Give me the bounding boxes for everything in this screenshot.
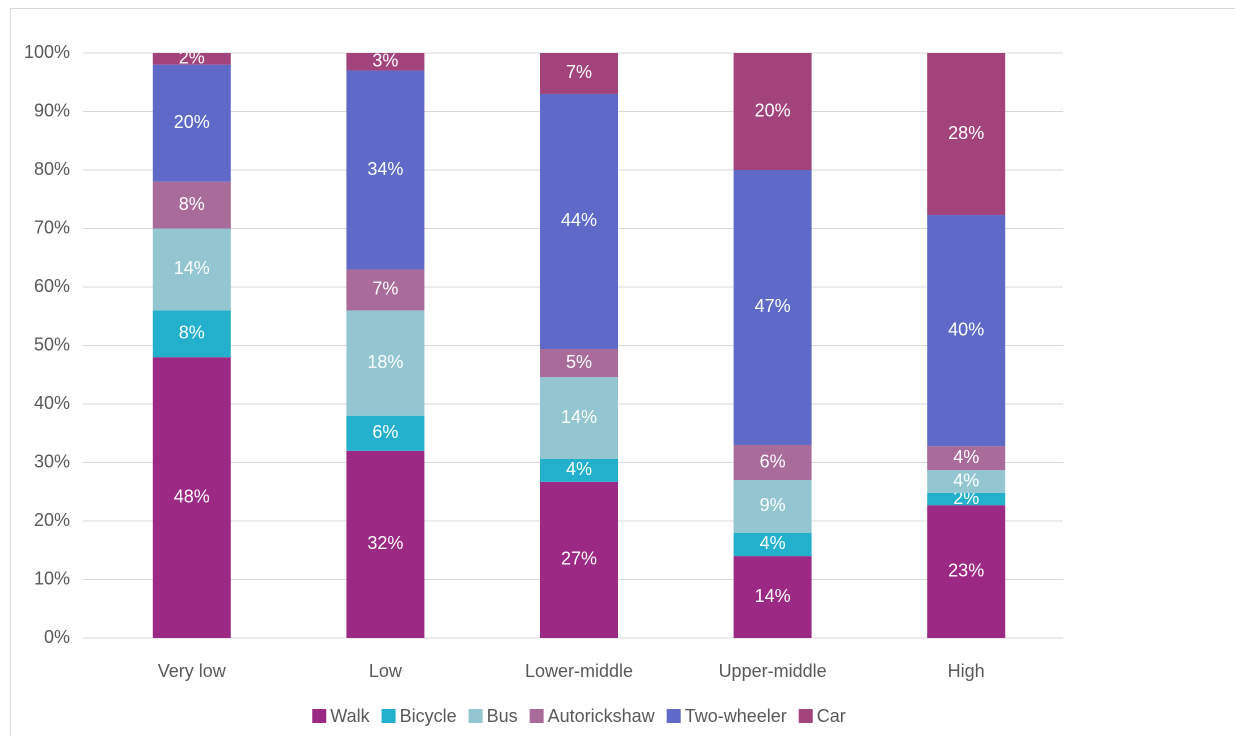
data-label: 18% <box>367 352 403 372</box>
legend-swatch <box>666 709 681 723</box>
data-label: 40% <box>948 319 984 339</box>
bar-segment <box>540 481 618 638</box>
bar-segment <box>733 170 812 445</box>
y-tick-label: 20% <box>34 510 70 530</box>
bar-segment <box>540 93 618 350</box>
bar-segment <box>346 450 425 638</box>
bar-segment <box>927 470 1006 493</box>
data-label: 7% <box>372 279 398 299</box>
y-tick-label: 80% <box>34 159 70 179</box>
y-tick-label: 40% <box>34 393 70 413</box>
legend-swatch <box>529 709 544 723</box>
data-label: 23% <box>948 560 984 580</box>
bar-segment <box>346 310 425 416</box>
data-label: 9% <box>760 495 786 515</box>
data-label: 44% <box>561 210 597 230</box>
legend-swatch <box>312 709 327 723</box>
bar-segment <box>927 492 1006 506</box>
bar-segment <box>927 505 1006 638</box>
bar-segment <box>152 310 231 358</box>
bar-segment <box>152 357 231 638</box>
data-label: 6% <box>372 422 398 442</box>
bar-segment <box>346 415 425 451</box>
data-label: 3% <box>372 51 398 71</box>
legend-label: Bicycle <box>400 706 457 726</box>
bar-segment <box>927 446 1006 471</box>
legend-swatch <box>468 709 483 723</box>
legend-label: Walk <box>330 706 370 726</box>
data-label: 6% <box>760 451 786 471</box>
data-label: 4% <box>953 470 979 490</box>
bar-segment <box>152 181 231 229</box>
bar-segment <box>927 215 1006 447</box>
x-tick-label: High <box>948 661 985 681</box>
bar-segment <box>733 556 812 638</box>
legend-swatch <box>798 709 813 723</box>
bars: 48% 8% 14% 8% 20% 2% 32% 6% 18% 7% 34% 3% 27% 4% 14% 5%… <box>152 48 1006 638</box>
legend-label: Autorickshaw <box>548 706 656 726</box>
bar-segment <box>540 377 618 459</box>
bar-segment <box>152 53 231 65</box>
data-label: 47% <box>755 296 791 316</box>
legend-label: Bus <box>487 706 518 726</box>
y-tick-label: 60% <box>34 276 70 296</box>
data-label: 20% <box>755 100 791 120</box>
data-label: 34% <box>367 159 403 179</box>
data-label: 27% <box>561 549 597 569</box>
legend-label: Car <box>817 706 846 726</box>
data-label: 8% <box>179 194 205 214</box>
data-label: 14% <box>174 258 210 278</box>
y-tick-label: 30% <box>34 451 70 471</box>
x-tick-label: Low <box>369 661 403 681</box>
x-tick-label: Lower-middle <box>525 661 633 681</box>
data-label: 2% <box>179 48 205 68</box>
bar-segment <box>346 269 425 311</box>
y-tick-label: 70% <box>34 217 70 237</box>
legend-label: Two-wheeler <box>685 706 787 726</box>
bar-segment <box>733 532 812 557</box>
data-label: 7% <box>566 62 592 82</box>
data-label: 14% <box>561 407 597 427</box>
data-label: 48% <box>174 486 210 506</box>
x-tick-label: Upper-middle <box>719 661 827 681</box>
bar-segment <box>152 64 231 182</box>
bar-segment <box>733 480 812 533</box>
bar-segment <box>346 53 425 71</box>
y-tick-label: 100% <box>24 42 70 62</box>
y-tick-label: 90% <box>34 100 70 120</box>
y-tick-label: 50% <box>34 334 70 354</box>
x-tick-label: Very low <box>158 661 227 681</box>
data-label: 4% <box>760 533 786 553</box>
bar-segment <box>540 349 618 378</box>
y-tick-label: 0% <box>44 627 70 647</box>
data-label: 28% <box>948 123 984 143</box>
bar-segment <box>540 458 618 482</box>
data-label: 4% <box>566 459 592 479</box>
data-label: 14% <box>755 586 791 606</box>
data-label: 5% <box>566 352 592 372</box>
bar-segment <box>540 53 618 94</box>
y-tick-label: 10% <box>34 568 70 588</box>
data-label: 4% <box>953 447 979 467</box>
data-label: 32% <box>367 533 403 553</box>
legend-swatch <box>381 709 396 723</box>
legend: Walk Bicycle Bus Autorickshaw Two-wheeler Car <box>312 706 846 726</box>
data-label: 8% <box>179 323 205 343</box>
bar-segment <box>733 444 812 481</box>
bar-segment <box>152 228 231 311</box>
bar-segment <box>927 53 1006 216</box>
bar-segment <box>733 53 812 170</box>
bar-segment <box>346 70 425 270</box>
data-label: 20% <box>174 112 210 132</box>
